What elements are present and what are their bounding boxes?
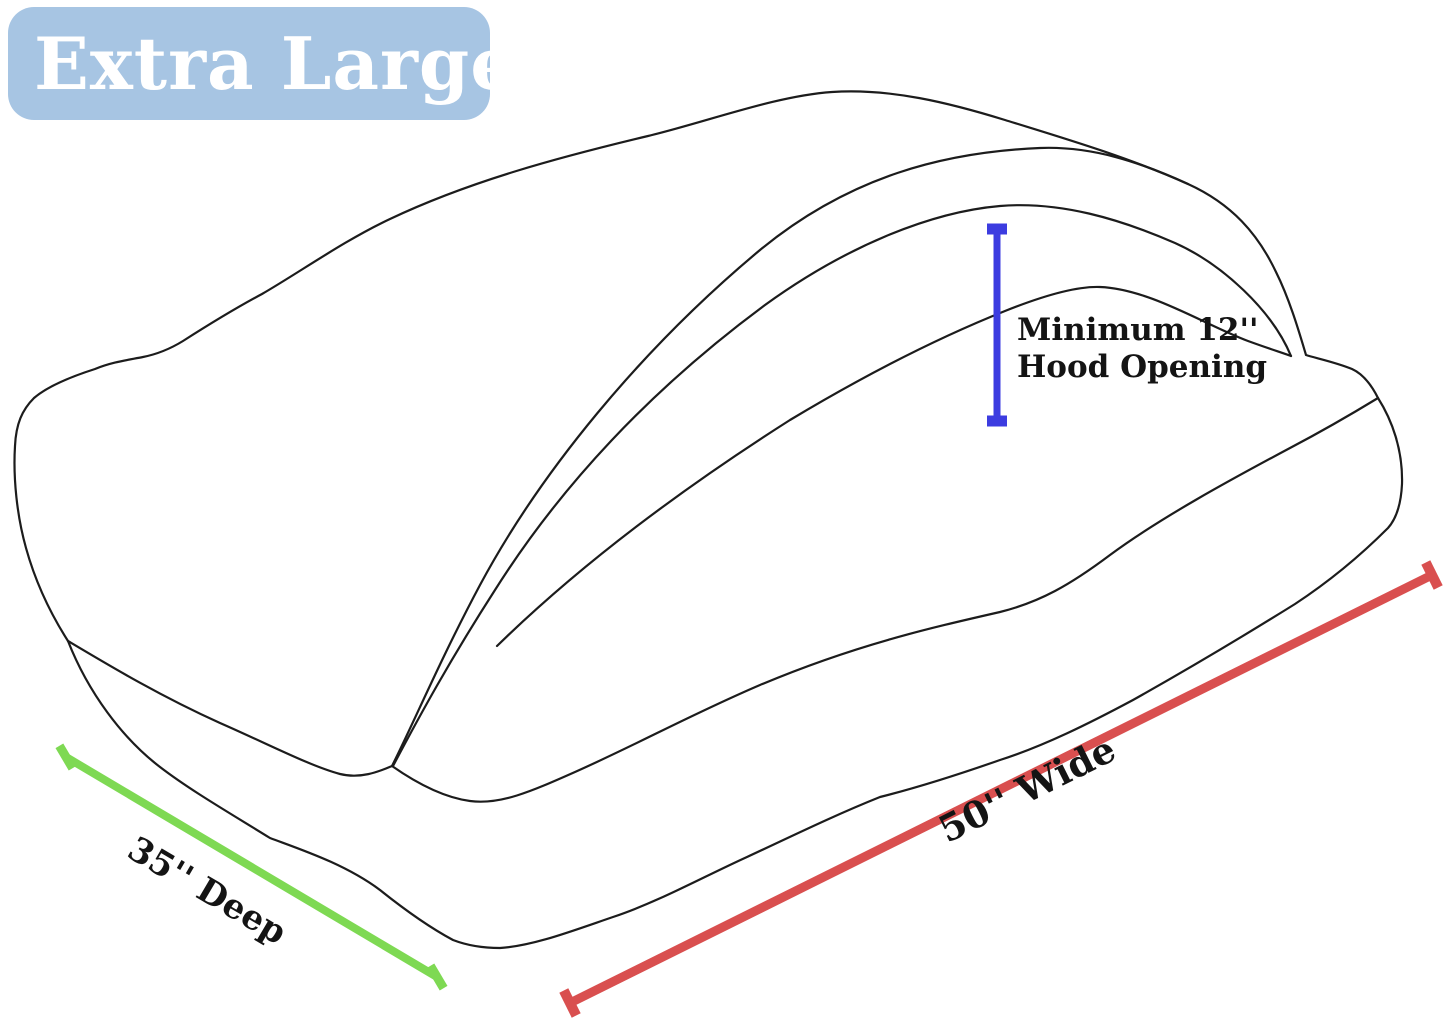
size-badge: Extra Large (8, 7, 516, 120)
hood-front-outer-arch (390, 146, 1190, 768)
width-dimension-cap-right (1421, 560, 1443, 590)
width-dimension-shaft (567, 570, 1435, 1008)
depth-dimension-shaft (63, 753, 440, 981)
hood-opening-label: Minimum 12'' Hood Opening (1017, 312, 1267, 386)
hood-opening-inner-arch (391, 204, 1293, 768)
bed-outer-outline (13, 90, 1404, 950)
depth-dimension-cap-right (426, 963, 448, 991)
front-left-bolster-seam (66, 639, 394, 777)
hood-opening-dimension-line (987, 223, 1007, 427)
size-badge-label: Extra Large (34, 21, 518, 106)
hood-opening-label-line1: Minimum 12'' (1017, 312, 1259, 348)
width-dimension-line (559, 560, 1443, 1018)
bed-outline-group (13, 90, 1404, 950)
width-dimension-cap-left (559, 988, 581, 1018)
depth-dimension-line (55, 743, 448, 991)
depth-dimension-cap-left (55, 743, 77, 771)
base-cushion-top-seam (390, 396, 1380, 803)
hood-opening-label-line2: Hood Opening (1017, 349, 1268, 385)
